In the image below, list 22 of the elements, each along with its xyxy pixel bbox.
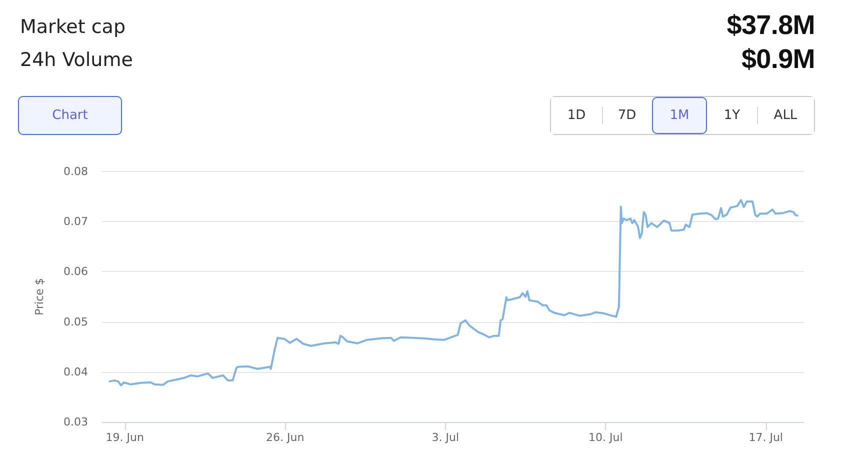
- text: 1D: [551, 97, 602, 134]
- y-tick-label: 0.04: [64, 365, 88, 378]
- y-tick-label: 0.05: [64, 315, 88, 328]
- x-tick-label: 10. Jul: [588, 431, 623, 444]
- text: $0.9M: [741, 44, 815, 75]
- x-tick-label: 3. Jul: [432, 431, 459, 444]
- y-axis-title: Price $: [33, 278, 46, 316]
- text: 7D: [602, 97, 652, 134]
- x-tick-label: 19. Jun: [106, 431, 144, 444]
- text: Market cap: [20, 16, 126, 38]
- text: 1Y: [707, 97, 757, 134]
- y-tick-label: 0.03: [64, 416, 88, 428]
- text: 1M: [652, 97, 707, 134]
- y-tick-label: 0.08: [64, 165, 88, 178]
- y-tick-label: 0.07: [64, 215, 88, 228]
- x-tick-label: 17. Jul: [748, 431, 783, 444]
- text: $37.8M: [726, 10, 815, 41]
- text: Chart: [18, 96, 122, 135]
- x-tick-label: 26. Jun: [266, 431, 304, 444]
- y-tick-label: 0.06: [64, 265, 88, 278]
- text: 24h Volume: [20, 49, 133, 71]
- text: ALL: [757, 97, 814, 134]
